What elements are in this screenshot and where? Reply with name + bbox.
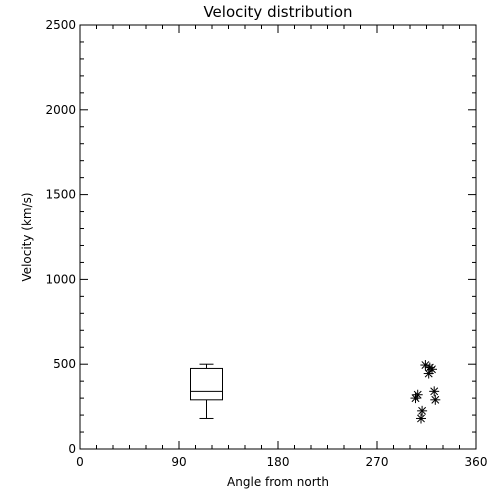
data-point-asterisk	[417, 405, 428, 416]
x-tick-label: 270	[366, 455, 389, 469]
x-tick-label: 360	[465, 455, 488, 469]
data-point-asterisk	[429, 386, 440, 397]
y-tick-label: 2000	[45, 103, 76, 117]
y-tick-label: 500	[53, 357, 76, 371]
y-tick-label: 1500	[45, 188, 76, 202]
data-point-asterisk	[423, 368, 434, 379]
x-axis-label: Angle from north	[227, 475, 329, 489]
x-tick-label: 180	[267, 455, 290, 469]
x-tick-label: 0	[76, 455, 84, 469]
chart-title: Velocity distribution	[203, 3, 352, 21]
data-point-asterisk	[427, 364, 437, 375]
data-point-asterisk	[430, 394, 441, 405]
y-tick-label: 1000	[45, 272, 76, 286]
x-tick-label: 90	[171, 455, 186, 469]
y-tick-label: 2500	[45, 18, 76, 32]
data-point-asterisk	[410, 393, 421, 404]
y-axis-label: Velocity (km/s)	[20, 192, 34, 281]
data-point-asterisk	[416, 413, 426, 424]
y-tick-label: 0	[68, 442, 76, 456]
